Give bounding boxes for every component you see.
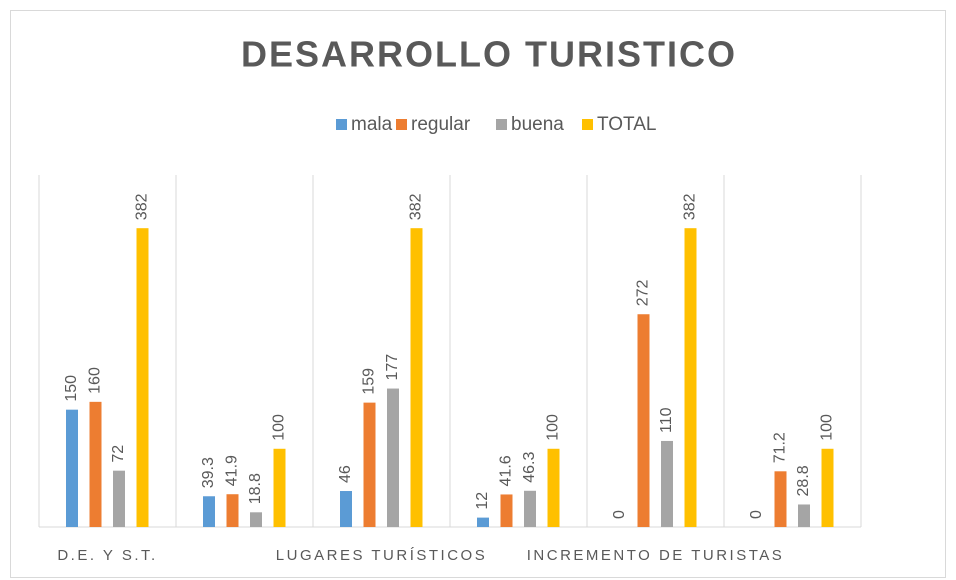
data-label: 100 — [271, 414, 288, 441]
data-label: 0 — [611, 510, 628, 519]
data-label: 71.2 — [772, 432, 789, 463]
legend-swatch — [336, 119, 347, 130]
bar — [89, 401, 102, 527]
data-label: 382 — [682, 193, 699, 220]
bar — [661, 440, 673, 527]
bar — [113, 470, 125, 527]
bar — [250, 512, 262, 527]
bar — [547, 448, 560, 527]
data-label: 41.6 — [498, 455, 515, 486]
data-label: 72 — [110, 445, 127, 463]
data-label: 28.8 — [795, 465, 812, 496]
data-label: 150 — [63, 375, 80, 402]
data-label: 0 — [748, 510, 765, 519]
bar — [226, 494, 239, 527]
data-label: 12 — [474, 492, 491, 510]
data-label: 272 — [635, 279, 652, 306]
x-tick-label: INCREMENTO DE TURISTAS — [527, 547, 785, 564]
bar — [203, 496, 215, 527]
data-label: 382 — [134, 193, 151, 220]
bar — [410, 228, 423, 528]
data-label: 100 — [545, 414, 562, 441]
bar — [684, 228, 697, 528]
chart-frame — [10, 10, 946, 578]
bar — [524, 490, 536, 527]
data-label: 100 — [819, 414, 836, 441]
bar — [363, 402, 376, 527]
data-label: 46 — [337, 465, 354, 483]
bar — [500, 494, 513, 527]
bar — [273, 448, 286, 527]
bar — [821, 448, 834, 527]
bar — [774, 471, 787, 527]
data-label: 160 — [87, 367, 104, 394]
legend-swatch — [396, 119, 407, 130]
data-label: 41.9 — [224, 455, 241, 486]
data-label: 159 — [361, 368, 378, 395]
legend-swatch — [582, 119, 593, 130]
x-tick-label: LUGARES TURÍSTICOS — [276, 547, 487, 564]
data-label: 46.3 — [521, 452, 538, 483]
data-label: 177 — [384, 354, 401, 381]
legend-swatch — [496, 119, 507, 130]
data-label: 18.8 — [247, 473, 264, 504]
bar — [798, 504, 810, 527]
legend-label: regular — [411, 114, 471, 135]
bar — [637, 314, 650, 527]
chart-title: DESARROLLO TURISTICO — [241, 34, 737, 75]
bar — [387, 388, 399, 527]
data-label: 382 — [408, 193, 425, 220]
bar — [477, 517, 489, 527]
legend-label: mala — [351, 114, 393, 135]
legend-label: TOTAL — [597, 114, 656, 135]
x-tick-label: D.E. Y S.T. — [57, 547, 157, 564]
bar — [136, 228, 149, 528]
bar — [340, 491, 352, 527]
legend-label: buena — [511, 114, 564, 135]
bar — [66, 409, 78, 527]
data-label: 39.3 — [200, 457, 217, 488]
data-label: 110 — [658, 407, 675, 433]
